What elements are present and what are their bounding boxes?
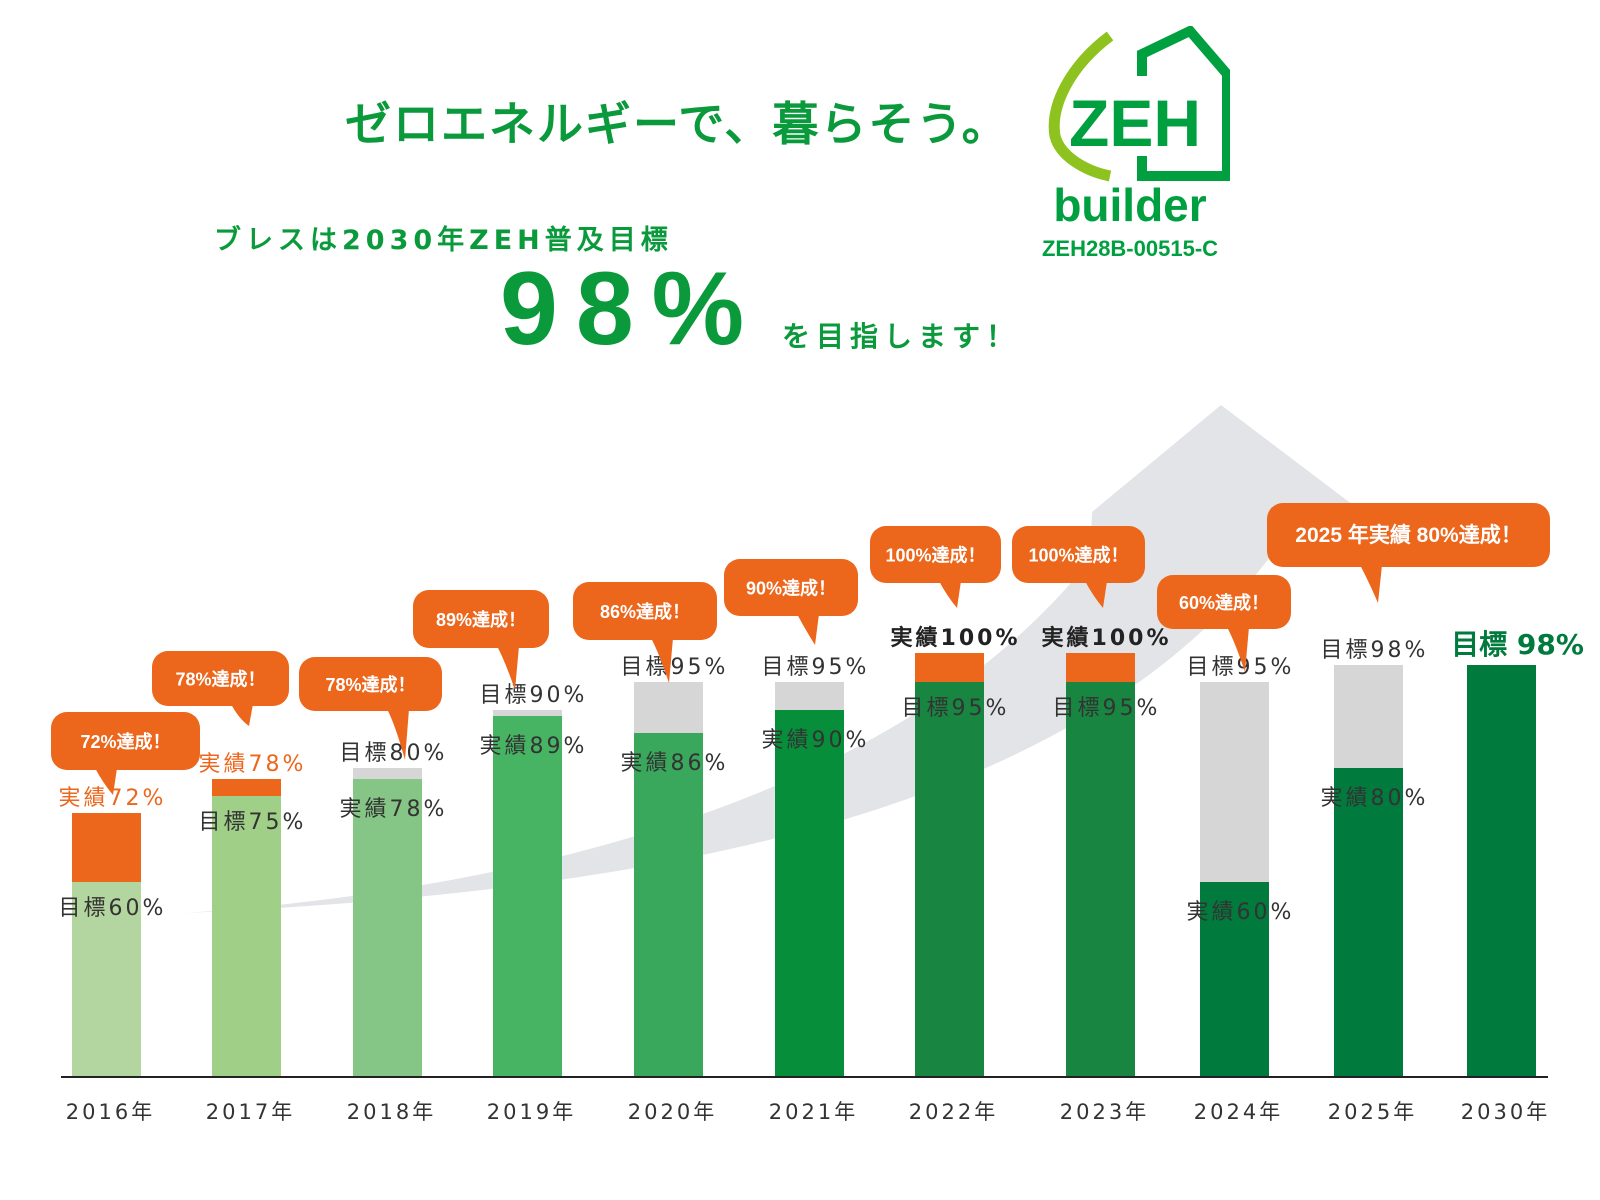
actual-label: 実績78%	[339, 796, 448, 822]
year-label: 2019年	[486, 1100, 577, 1124]
year-label: 2025年	[1327, 1100, 1418, 1124]
bar-target-gap	[1334, 664, 1403, 768]
headline: ゼロエネルギーで、暮らそう。	[345, 97, 1010, 151]
bar-target-gap	[1200, 681, 1269, 882]
bar-target	[212, 796, 281, 1077]
year-label: 2020年	[627, 1100, 718, 1124]
target-label: 目標90%	[479, 683, 588, 709]
year-label: 2024年	[1193, 1100, 1284, 1124]
year-label: 2016年	[65, 1100, 156, 1124]
target-label: 目標95%	[1186, 654, 1295, 680]
target-label: 目標95%	[620, 654, 729, 680]
actual-label: 実績78%	[198, 751, 307, 777]
year-label: 2023年	[1059, 1100, 1150, 1124]
actual-label: 実績89%	[479, 734, 588, 760]
bar-actual-excess	[1066, 653, 1135, 682]
bar-actual-excess	[212, 778, 281, 797]
subtitle: ブレスは2030年ZEH普及目標	[214, 225, 673, 256]
logo-registration-code: ZEH28B-00515-C	[1042, 236, 1218, 261]
actual-label: 実績90%	[761, 728, 870, 754]
bar-target-gap	[775, 681, 844, 711]
chart-baseline	[61, 1076, 1548, 1078]
target-label: 目標 98%	[1451, 627, 1584, 661]
actual-label: 実績80%	[1320, 785, 1429, 811]
year-label: 2021年	[768, 1100, 859, 1124]
year-label: 2018年	[346, 1100, 437, 1124]
target-label: 目標75%	[198, 810, 307, 836]
bar-target	[915, 681, 984, 1077]
bar-actual-excess	[72, 813, 141, 882]
target-label: 目標60%	[58, 895, 167, 921]
bar-target	[72, 881, 141, 1077]
bar-actual	[493, 716, 562, 1077]
bar-target	[1066, 681, 1135, 1077]
actual-label: 実績100%	[890, 626, 1021, 652]
goal-value: 98%	[500, 251, 763, 367]
goal-suffix: を目指します！	[782, 320, 1021, 353]
target-label: 目標95%	[901, 695, 1010, 721]
logo-builder-text: builder	[1053, 179, 1206, 231]
house-outline	[1137, 26, 1230, 181]
target-label: 目標80%	[339, 740, 448, 766]
logo-zeh-text: ZEH	[1069, 86, 1201, 160]
bar-target-gap	[634, 681, 703, 734]
bar-actual	[775, 710, 844, 1077]
target-label: 目標95%	[761, 654, 870, 680]
bar-actual	[1334, 767, 1403, 1077]
bar-actual	[353, 778, 422, 1077]
actual-label: 実績72%	[58, 786, 167, 812]
zeh-builder-logo: ZEH builder ZEH28B-00515-C	[1042, 26, 1230, 261]
actual-label: 実績60%	[1186, 899, 1295, 925]
actual-label: 実績86%	[620, 751, 729, 777]
year-label: 2030年	[1460, 1100, 1551, 1124]
bar-target	[1467, 664, 1536, 1077]
bar-actual	[1200, 881, 1269, 1077]
bar-target-gap	[493, 710, 562, 717]
target-label: 目標98%	[1320, 637, 1429, 663]
year-label: 2017年	[205, 1100, 296, 1124]
leaf-icon	[1048, 31, 1114, 182]
actual-label: 実績100%	[1041, 626, 1172, 652]
bar-target-gap	[353, 767, 422, 779]
target-label: 目標95%	[1052, 695, 1161, 721]
bar-actual	[634, 733, 703, 1077]
year-label: 2022年	[908, 1100, 999, 1124]
bar-actual-excess	[915, 653, 984, 682]
